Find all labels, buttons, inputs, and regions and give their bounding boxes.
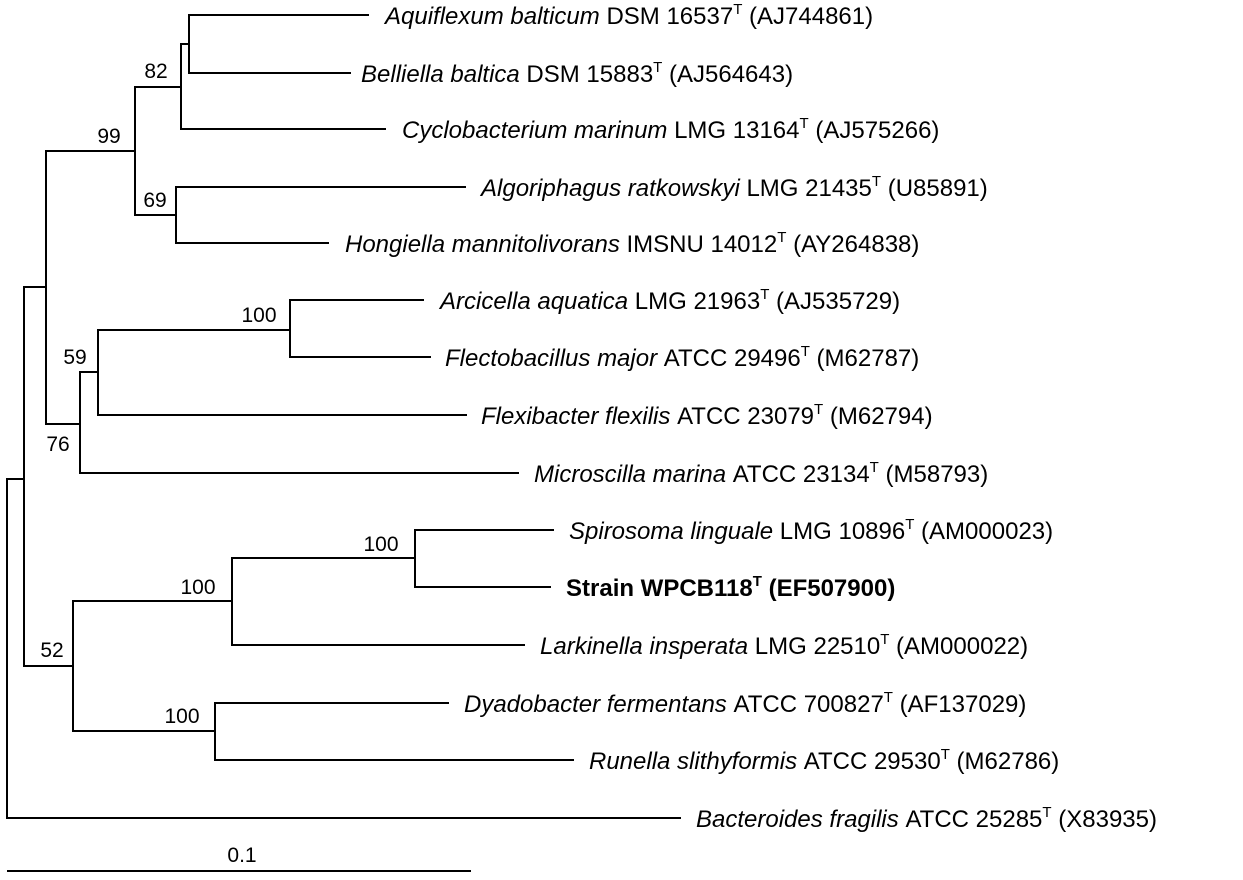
taxon-label-runella: Runella slithyformis ATCC 29530T (M62786… xyxy=(589,746,1059,775)
type-strain-superscript: T xyxy=(777,229,786,246)
type-strain-superscript: T xyxy=(905,516,914,533)
type-strain-superscript: T xyxy=(870,459,879,476)
taxon-label-flectobacillus: Flectobacillus major ATCC 29496T (M62787… xyxy=(445,343,919,372)
taxon-species-name: Aquiflexum balticum xyxy=(383,3,606,30)
taxon-label-arcicella: Arcicella aquatica LMG 21963T (AJ535729) xyxy=(438,286,900,315)
scale-bar: 0.1 xyxy=(7,844,471,872)
type-strain-superscript: T xyxy=(753,573,762,590)
taxon-accession: (M62786) xyxy=(950,748,1059,775)
taxon-label-dyadobacter: Dyadobacter fermentans ATCC 700827T (AF1… xyxy=(464,689,1026,718)
taxon-strain: DSM 15883 xyxy=(526,61,653,88)
taxon-accession: (EF507900) xyxy=(762,575,895,602)
bootstrap-value-arcicella-flexibacter: 59 xyxy=(63,346,86,369)
bootstrap-labels: 82 99 69 100 59 76 100 100 100 52 xyxy=(40,60,398,728)
bootstrap-value-arcicella-flectobacillus: 100 xyxy=(241,304,276,327)
type-strain-superscript: T xyxy=(760,286,769,303)
tree-branches xyxy=(6,14,681,819)
taxon-accession: (AJ575266) xyxy=(809,117,940,144)
taxon-species-name: Flectobacillus major xyxy=(445,345,664,372)
taxon-label-spirosoma: Spirosoma linguale LMG 10896T (AM000023) xyxy=(569,516,1053,545)
bootstrap-value-aquiflexum-belliella-cyclobacterium: 82 xyxy=(144,60,167,83)
scale-bar-label: 0.1 xyxy=(227,844,256,867)
taxon-accession: (AJ744861) xyxy=(742,3,873,30)
taxon-strain: LMG 21963 xyxy=(635,288,760,315)
bootstrap-value-spirosoma-wpcb118: 100 xyxy=(363,533,398,556)
taxon-strain: Strain WPCB118 xyxy=(566,575,753,602)
taxon-species-name: Flexibacter flexilis xyxy=(481,403,677,430)
taxon-label-wpcb118: Strain WPCB118T (EF507900) xyxy=(566,573,895,602)
bootstrap-value-cyclobacterium-algoriphagus-clade: 99 xyxy=(97,125,120,148)
taxon-species-name: Arcicella aquatica xyxy=(438,288,635,315)
type-strain-superscript: T xyxy=(941,746,950,763)
taxon-strain: DSM 16537 xyxy=(606,3,733,30)
type-strain-superscript: T xyxy=(814,401,823,418)
taxon-accession: (M58793) xyxy=(879,461,988,488)
taxon-strain: ATCC 29496 xyxy=(664,345,801,372)
taxon-label-aquiflexum: Aquiflexum balticum DSM 16537T (AJ744861… xyxy=(383,1,873,30)
taxon-strain: LMG 21435 xyxy=(746,175,871,202)
taxon-label-microscilla: Microscilla marina ATCC 23134T (M58793) xyxy=(534,459,988,488)
taxon-label-algoriphagus: Algoriphagus ratkowskyi LMG 21435T (U858… xyxy=(479,173,988,202)
taxon-species-name: Spirosoma linguale xyxy=(569,518,780,545)
type-strain-superscript: T xyxy=(733,1,742,18)
taxon-strain: IMSNU 14012 xyxy=(626,231,777,258)
taxon-labels: Aquiflexum balticum DSM 16537T (AJ744861… xyxy=(345,1,1157,833)
taxon-accession: (U85891) xyxy=(881,175,988,202)
taxon-label-flexibacter: Flexibacter flexilis ATCC 23079T (M62794… xyxy=(481,401,933,430)
bootstrap-value-arcicella-microscilla: 76 xyxy=(46,433,69,456)
taxon-strain: ATCC 25285 xyxy=(905,806,1042,833)
taxon-strain: ATCC 700827 xyxy=(733,691,883,718)
taxon-accession: (X83935) xyxy=(1052,806,1157,833)
taxon-strain: LMG 10896 xyxy=(780,518,905,545)
taxon-species-name: Microscilla marina xyxy=(534,461,733,488)
taxon-accession: (AF137029) xyxy=(893,691,1026,718)
type-strain-superscript: T xyxy=(1042,804,1051,821)
taxon-accession: (AY264838) xyxy=(786,231,919,258)
taxon-species-name: Runella slithyformis xyxy=(589,748,804,775)
taxon-strain: ATCC 23134 xyxy=(733,461,870,488)
taxon-accession: (AM000023) xyxy=(914,518,1053,545)
taxon-species-name: Belliella baltica xyxy=(361,61,526,88)
taxon-species-name: Cyclobacterium marinum xyxy=(402,117,674,144)
taxon-accession: (AM000022) xyxy=(889,633,1028,660)
taxon-label-larkinella: Larkinella insperata LMG 22510T (AM00002… xyxy=(540,631,1028,660)
bootstrap-value-spirosoma-dyadobacter: 52 xyxy=(40,639,63,662)
type-strain-superscript: T xyxy=(800,115,809,132)
taxon-strain: ATCC 23079 xyxy=(677,403,814,430)
bootstrap-value-dyadobacter-runella: 100 xyxy=(164,705,199,728)
taxon-strain: ATCC 29530 xyxy=(804,748,941,775)
bootstrap-value-spirosoma-larkinella: 100 xyxy=(180,576,215,599)
taxon-accession: (AJ535729) xyxy=(769,288,900,315)
taxon-species-name: Algoriphagus ratkowskyi xyxy=(479,175,746,202)
taxon-label-cyclobacterium: Cyclobacterium marinum LMG 13164T (AJ575… xyxy=(402,115,939,144)
type-strain-superscript: T xyxy=(801,343,810,360)
taxon-accession: (M62787) xyxy=(810,345,919,372)
type-strain-superscript: T xyxy=(880,631,889,648)
taxon-strain: LMG 13164 xyxy=(674,117,799,144)
type-strain-superscript: T xyxy=(872,173,881,190)
taxon-accession: (AJ564643) xyxy=(662,61,793,88)
taxon-species-name: Larkinella insperata xyxy=(540,633,755,660)
taxon-label-bacteroides: Bacteroides fragilis ATCC 25285T (X83935… xyxy=(696,804,1157,833)
type-strain-superscript: T xyxy=(884,689,893,706)
taxon-species-name: Bacteroides fragilis xyxy=(696,806,905,833)
bootstrap-value-algoriphagus-hongiella: 69 xyxy=(143,189,166,212)
taxon-species-name: Dyadobacter fermentans xyxy=(464,691,733,718)
taxon-label-belliella: Belliella baltica DSM 15883T (AJ564643) xyxy=(361,59,793,88)
type-strain-superscript: T xyxy=(653,59,662,76)
taxon-species-name: Hongiella mannitolivorans xyxy=(345,231,626,258)
taxon-label-hongiella: Hongiella mannitolivorans IMSNU 14012T (… xyxy=(345,229,919,258)
taxon-strain: LMG 22510 xyxy=(755,633,880,660)
taxon-accession: (M62794) xyxy=(823,403,932,430)
